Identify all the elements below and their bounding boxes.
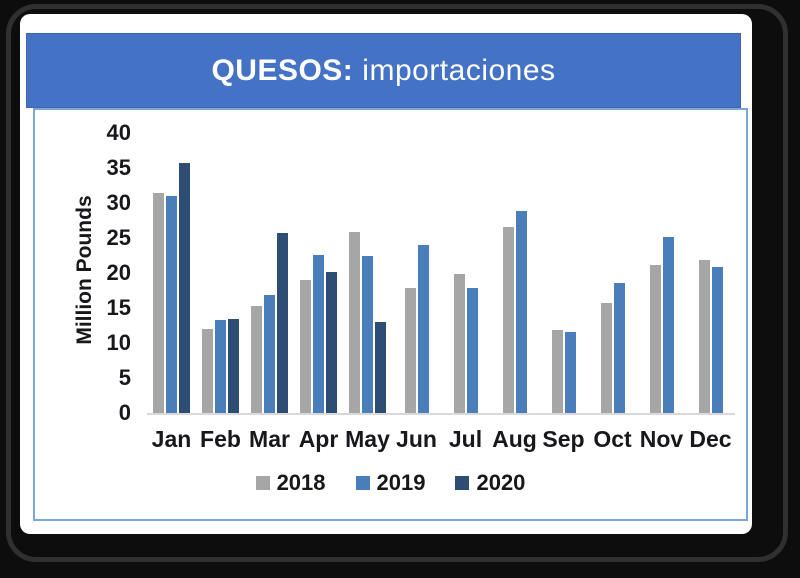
legend-item-2018: 2018 [255,470,326,496]
x-tick-label-jan: Jan [151,426,192,452]
legend-swatch-icon [355,476,370,490]
bar-2019-feb [215,319,226,413]
bar-2019-jul [466,288,478,413]
bar-2018-apr [300,280,311,413]
bar-chart: Million Pounds 0 5 10 15 20 25 30 35 40 Jan Feb Ma… [33,108,748,521]
y-tick-label: 40 [106,120,131,145]
x-tick-label-feb: Feb [200,426,241,452]
y-tick-label: 35 [106,155,131,180]
y-tick-label: 20 [106,260,131,285]
x-tick-label-dec: Dec [689,426,732,452]
chart-legend: 2018 2019 2020 [35,470,746,496]
bar-2018-may [349,231,360,413]
y-tick-label: 5 [118,365,131,390]
bar-group-may [343,133,392,413]
white-panel: QUESOS: importaciones Million Pounds 0 5 1… [20,14,752,534]
y-tick-label: 15 [106,295,131,320]
bar-group-oct [588,133,637,413]
bar-group-apr [294,133,343,413]
legend-swatch-icon [455,476,470,490]
bar-2018-jan [153,193,164,413]
x-tick-label-jul: Jul [448,426,483,452]
bar-2020-mar [277,233,288,413]
x-tick-label-aug: Aug [492,426,537,452]
y-tick-label: 10 [106,330,131,355]
bar-2020-jan [179,163,190,413]
bar-2018-dec [698,259,710,413]
legend-item-2020: 2020 [455,470,525,496]
plot-area [147,133,735,415]
y-tick-label: 30 [106,190,131,215]
bar-group-jan [147,133,196,413]
x-tick-label-may: May [345,426,390,452]
x-tick-label-sep: Sep [542,426,585,452]
bar-2019-oct [613,282,625,413]
bar-2019-may [362,255,373,413]
bar-2018-oct [600,303,612,413]
bar-2020-feb [228,319,239,413]
legend-label: 2020 [476,470,526,495]
bar-group-mar [245,133,294,413]
legend-swatch-icon [255,476,270,490]
bar-2018-feb [202,329,213,413]
bar-group-jul [441,133,490,413]
bar-2019-dec [711,267,723,413]
y-tick-label: 25 [106,225,131,250]
y-tick-label: 0 [118,400,131,425]
bar-2020-may [375,322,386,413]
bar-2018-mar [251,305,262,413]
bar-2018-sep [551,329,563,413]
bar-group-aug [490,133,539,413]
bar-2019-mar [264,294,275,413]
bar-2019-sep [564,331,576,413]
x-tick-label-mar: Mar [249,426,290,452]
y-axis-title: Million Pounds [73,195,96,345]
x-tick-label-oct: Oct [593,426,632,452]
bar-group-feb [196,133,245,413]
bar-2019-apr [313,254,324,413]
x-tick-label-jun: Jun [396,426,437,452]
legend-item-2019: 2019 [355,470,426,496]
x-tick-label-nov: Nov [639,426,684,452]
bar-2019-jun [417,245,429,413]
legend-label: 2018 [276,470,326,495]
bar-group-nov [637,133,686,413]
bar-group-dec [686,133,735,413]
bar-group-sep [539,133,588,413]
x-tick-label-apr: Apr [298,426,339,452]
bar-2018-aug [502,226,514,413]
bar-2018-jul [453,274,465,413]
bar-2019-nov [662,236,674,413]
chart-title-regular: importaciones [362,53,556,87]
title-banner: QUESOS: importaciones [26,33,741,108]
bar-2018-jun [404,288,416,413]
x-axis-labels: Jan Feb Mar Apr May Jun Jul Aug Sep Oct Nov Dec [147,426,735,456]
bar-2018-nov [649,265,661,413]
bar-2019-aug [515,210,527,413]
chart-title-bold: QUESOS: [211,53,354,87]
bar-2019-jan [166,196,177,413]
bar-group-jun [392,133,441,413]
legend-label: 2019 [376,470,426,495]
bar-2020-apr [326,272,337,413]
